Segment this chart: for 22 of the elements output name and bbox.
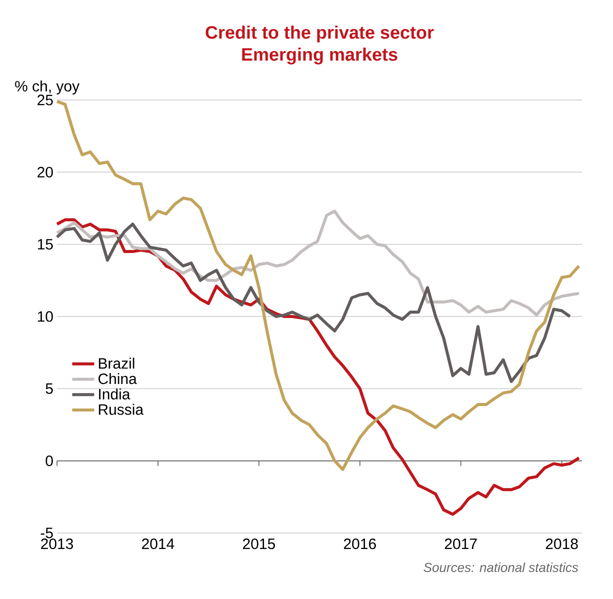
y-tick-label: 20 (38, 166, 53, 178)
x-tick-label: 2018 (546, 538, 578, 550)
legend-label: China (98, 373, 137, 384)
y-tick-label: 10 (38, 311, 53, 322)
x-tick-label: 2013 (41, 538, 74, 550)
y-tick-label: 15 (38, 239, 53, 250)
legend-label: Russia (98, 404, 144, 415)
line-series (56, 100, 580, 471)
legend-label: India (99, 388, 130, 400)
chart-title: Credit to the private sector (206, 26, 434, 42)
x-tick-label: 2017 (444, 538, 477, 550)
source-note: Sources: national statistics (424, 562, 578, 572)
y-tick-label: 0 (46, 456, 53, 466)
x-tick-label: 2016 (344, 538, 376, 550)
y-tick-label: -5 (40, 528, 53, 538)
x-tick-label: 2015 (242, 538, 275, 550)
y-axis-title: % ch, yoy (15, 80, 80, 94)
chart-subtitle: Emerging markets (242, 48, 398, 64)
y-tick-label: 5 (46, 383, 53, 394)
x-tick-label: 2014 (142, 538, 174, 550)
legend-label: Brazil (98, 358, 134, 369)
y-tick-label: 25 (38, 94, 53, 106)
